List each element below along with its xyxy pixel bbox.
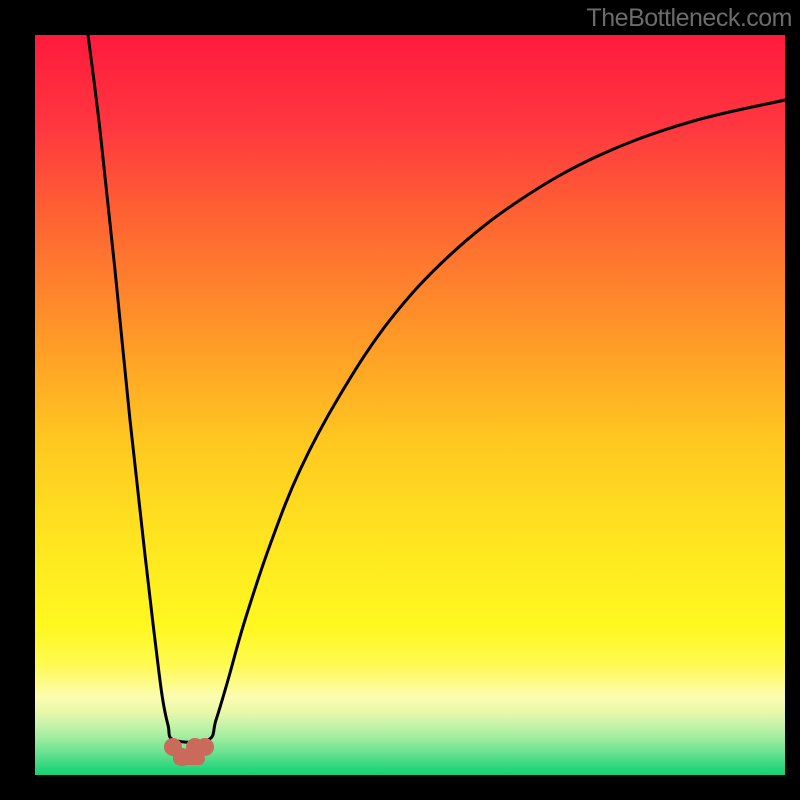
watermark-text: TheBottleneck.com: [587, 4, 793, 33]
performance-curve: [88, 35, 785, 742]
dip-marker: [196, 738, 214, 756]
curve-svg-layer: [0, 0, 800, 800]
dip-marker: [173, 748, 191, 766]
chart-container: TheBottleneck.com: [0, 0, 800, 800]
